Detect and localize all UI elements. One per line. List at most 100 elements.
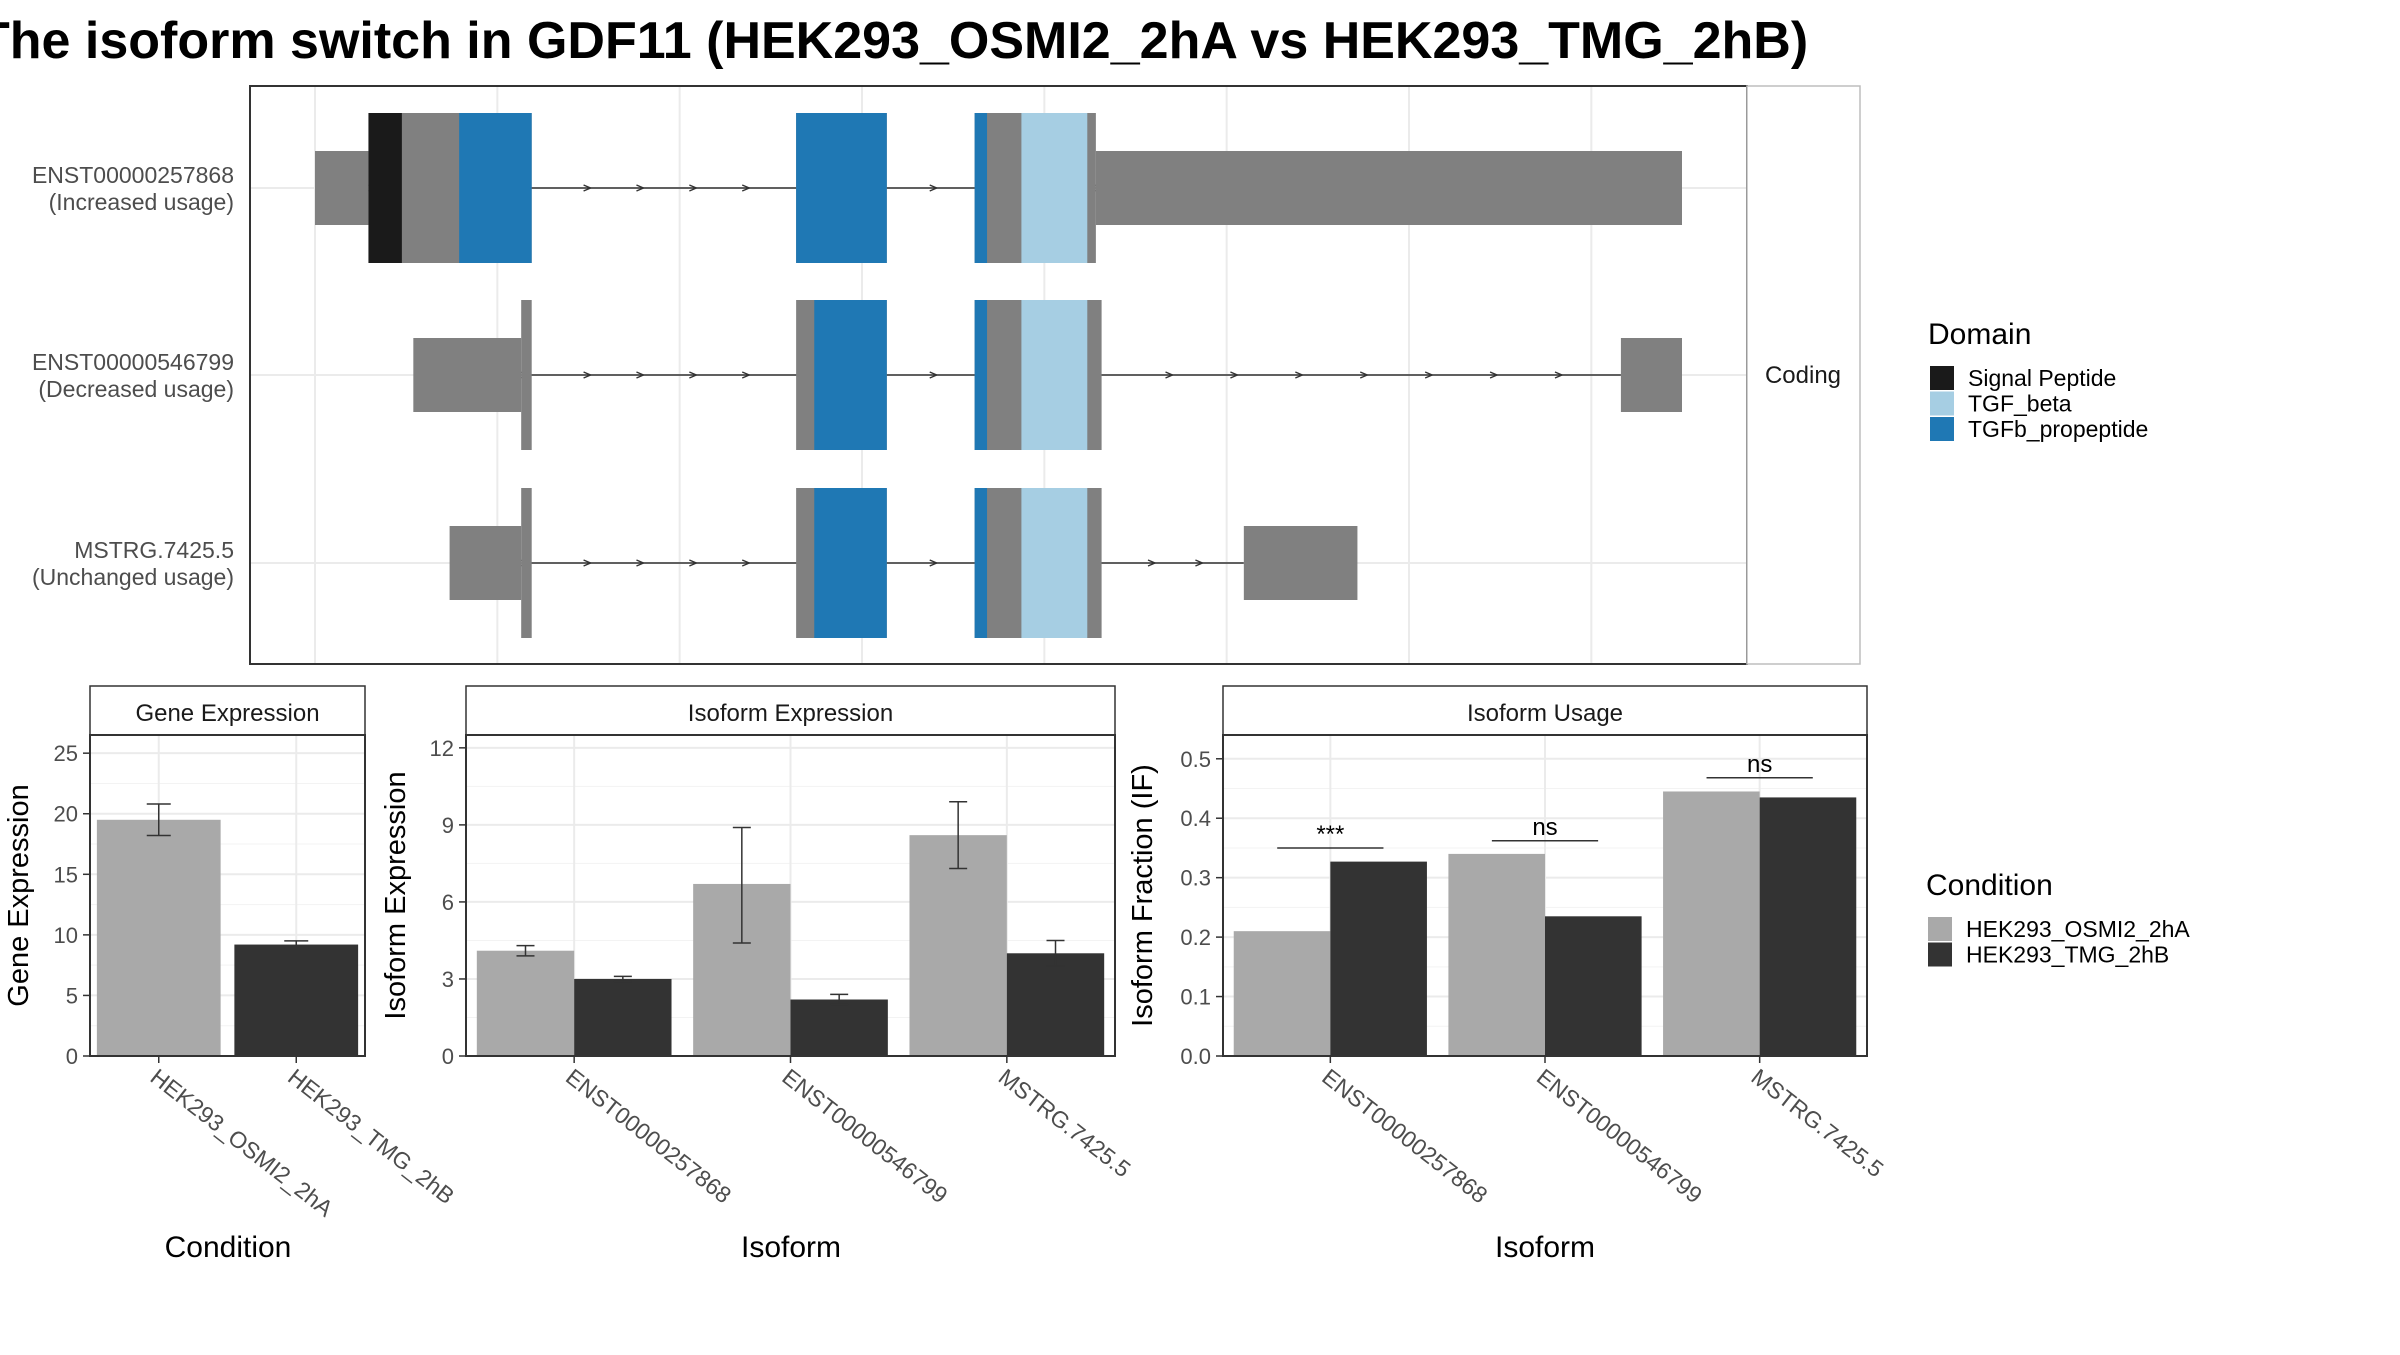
x-axis-label: Condition — [165, 1231, 292, 1264]
bar-panel-isoform-usage: Isoform Usage *** ns ns 0.0 0.1 0.2 0.3 0.4 0.5 EN… — [1127, 685, 1889, 1264]
bar-panel-gene-expression: Gene Expression0510152025HEK293_OSMI2_2h… — [3, 685, 459, 1264]
y-tick-label: 0.5 — [1180, 747, 1211, 772]
domain-legend: Domain Signal PeptideTGF_betaTGFb_propept… — [1928, 318, 2148, 442]
transcript-id-label: MSTRG.7425.5 — [74, 537, 234, 563]
y-tick-label: 0 — [66, 1044, 78, 1069]
condition-legend-label: HEK293_OSMI2_2hA — [1966, 916, 2190, 942]
intron-arrow — [636, 559, 646, 567]
y-tick-label: 0.1 — [1180, 985, 1211, 1010]
intron-arrow — [1230, 371, 1240, 379]
noncoding-exon — [1243, 526, 1358, 600]
panel-title: Isoform Expression — [688, 700, 893, 727]
intron-arrow — [583, 559, 593, 567]
x-tick-label: ENST00000257868 — [1317, 1063, 1492, 1208]
coding-exon — [521, 300, 532, 450]
intron-arrow — [929, 559, 939, 567]
x-tick-label: ENST00000546799 — [1532, 1063, 1707, 1208]
domain-legend-title: Domain — [1928, 318, 2031, 351]
transcript-usage-label: (Decreased usage) — [38, 376, 234, 402]
domain-tgfb-propeptide — [459, 113, 532, 263]
intron-arrow — [689, 371, 699, 379]
transcript-track — [413, 300, 1682, 450]
panel-title: Gene Expression — [135, 700, 319, 727]
intron-arrow — [1147, 559, 1157, 567]
noncoding-exon — [449, 526, 522, 600]
bar-panel-isoform-expression: Isoform Expression 0 3 6 9 12 ENST00000257868 E… — [380, 685, 1136, 1264]
domain-tgf-beta — [1021, 488, 1088, 638]
transcript-usage-label: (Increased usage) — [49, 189, 234, 215]
y-tick-label: 20 — [54, 802, 78, 827]
bar — [909, 835, 1007, 1056]
intron-arrow — [1489, 371, 1499, 379]
intron-arrow — [929, 184, 939, 192]
panel-strip — [465, 685, 1116, 736]
domain-tgfb-propeptide — [974, 300, 988, 450]
condition-legend-key — [1928, 917, 1952, 941]
intron-arrow — [1554, 371, 1564, 379]
transcript-track — [449, 488, 1358, 638]
condition-legend-title: Condition — [1926, 869, 2053, 902]
panel-border — [89, 734, 366, 1057]
bar — [790, 999, 888, 1056]
domain-legend-label: TGFb_propeptide — [1968, 416, 2148, 442]
intron-arrow — [1295, 371, 1305, 379]
y-tick-label: 0 — [442, 1044, 454, 1069]
domain-tgfb-propeptide — [974, 113, 988, 263]
x-tick-label: ENST00000257868 — [561, 1063, 736, 1208]
y-tick-label: 0.3 — [1180, 866, 1211, 891]
significance-label: ns — [1532, 814, 1557, 841]
intron-arrow — [929, 371, 939, 379]
intron-arrow — [689, 559, 699, 567]
bar — [1663, 791, 1760, 1056]
intron-arrow — [1359, 371, 1370, 379]
intron-arrow — [741, 371, 752, 379]
noncoding-exon — [315, 151, 369, 225]
transcript-id-label: ENST00000257868 — [32, 162, 234, 188]
y-tick-label: 5 — [66, 983, 78, 1008]
intron-arrow — [1195, 559, 1205, 567]
transcript-id-label: ENST00000546799 — [32, 349, 234, 375]
y-tick-label: 0.4 — [1180, 806, 1211, 831]
significance-label: *** — [1316, 821, 1344, 848]
bar — [1545, 916, 1642, 1056]
significance-label: ns — [1747, 751, 1772, 778]
domain-legend-label: TGF_beta — [1968, 391, 2072, 417]
y-tick-label: 10 — [54, 923, 78, 948]
intron-arrow — [1424, 371, 1434, 379]
domain-legend-key — [1930, 391, 1954, 416]
bar — [1330, 861, 1427, 1056]
condition-legend-label: HEK293_TMG_2hB — [1966, 942, 2169, 968]
domain-signal-peptide — [368, 113, 402, 263]
x-axis-label: Isoform — [741, 1231, 841, 1264]
intron-arrow — [1165, 371, 1175, 379]
y-axis-label: Gene Expression — [3, 784, 35, 1006]
domain-legend-key — [1930, 417, 1954, 441]
noncoding-exon — [1620, 338, 1682, 412]
intron-arrow — [741, 184, 752, 192]
y-tick-label: 6 — [442, 890, 454, 915]
x-tick-label: MSTRG.7425.5 — [994, 1063, 1136, 1182]
x-axis-label: Isoform — [1495, 1231, 1595, 1264]
y-tick-label: 0.2 — [1180, 925, 1211, 950]
panel-title: Isoform Usage — [1467, 700, 1623, 727]
transcript-usage-label: (Unchanged usage) — [32, 564, 234, 590]
y-tick-label: 9 — [442, 813, 454, 838]
domain-tgf-beta — [1021, 300, 1088, 450]
coding-exon — [521, 488, 532, 638]
facet-strip-label: Coding — [1765, 362, 1841, 389]
bar — [1759, 797, 1857, 1056]
bar — [1006, 953, 1105, 1056]
y-tick-label: 0.0 — [1180, 1044, 1211, 1069]
condition-legend-key — [1928, 942, 1952, 967]
intron-arrow — [583, 371, 593, 379]
y-tick-label: 25 — [54, 741, 78, 766]
domain-tgfb-propeptide — [974, 488, 988, 638]
domain-legend-key — [1930, 366, 1954, 390]
bar — [96, 819, 221, 1056]
figure-title: The isoform switch in GDF11 (HEK293_OSMI… — [0, 12, 1808, 70]
x-tick-label: MSTRG.7425.5 — [1747, 1063, 1889, 1182]
panel-strip — [89, 685, 366, 736]
intron-arrow — [583, 184, 593, 192]
